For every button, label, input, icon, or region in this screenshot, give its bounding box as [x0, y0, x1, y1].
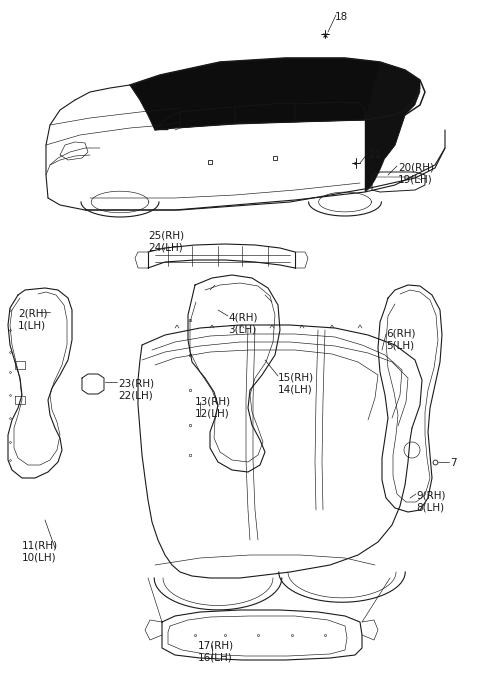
Text: 4(RH): 4(RH) — [228, 312, 257, 322]
Text: 21: 21 — [368, 150, 381, 160]
Text: 6(RH): 6(RH) — [386, 328, 416, 338]
Text: 13(RH): 13(RH) — [195, 396, 231, 406]
Text: 23(RH): 23(RH) — [118, 378, 154, 388]
Text: 9(RH): 9(RH) — [416, 490, 445, 500]
Text: 22(LH): 22(LH) — [118, 390, 153, 400]
Text: 16(LH): 16(LH) — [198, 652, 233, 662]
Text: 7: 7 — [450, 458, 456, 468]
Polygon shape — [360, 110, 370, 120]
Text: 19(LH): 19(LH) — [398, 174, 433, 184]
Text: 15(RH): 15(RH) — [278, 372, 314, 382]
Text: 24(LH): 24(LH) — [148, 242, 183, 252]
Text: 5(LH): 5(LH) — [386, 340, 414, 350]
Text: 25(RH): 25(RH) — [148, 230, 184, 240]
Polygon shape — [130, 58, 420, 130]
Text: 17(RH): 17(RH) — [198, 640, 234, 650]
Polygon shape — [292, 104, 298, 122]
Text: 3(LH): 3(LH) — [228, 324, 256, 334]
Polygon shape — [232, 107, 238, 124]
Text: 12(LH): 12(LH) — [195, 408, 230, 418]
Text: 14(LH): 14(LH) — [278, 384, 313, 394]
Text: 18: 18 — [335, 12, 348, 22]
Text: 1(LH): 1(LH) — [18, 320, 46, 330]
Text: 8(LH): 8(LH) — [416, 502, 444, 512]
Text: 20(RH): 20(RH) — [398, 162, 434, 172]
Polygon shape — [155, 115, 172, 130]
Text: 10(LH): 10(LH) — [22, 552, 57, 562]
Text: 11(RH): 11(RH) — [22, 540, 58, 550]
Text: 2(RH): 2(RH) — [18, 308, 48, 318]
Polygon shape — [365, 62, 420, 192]
